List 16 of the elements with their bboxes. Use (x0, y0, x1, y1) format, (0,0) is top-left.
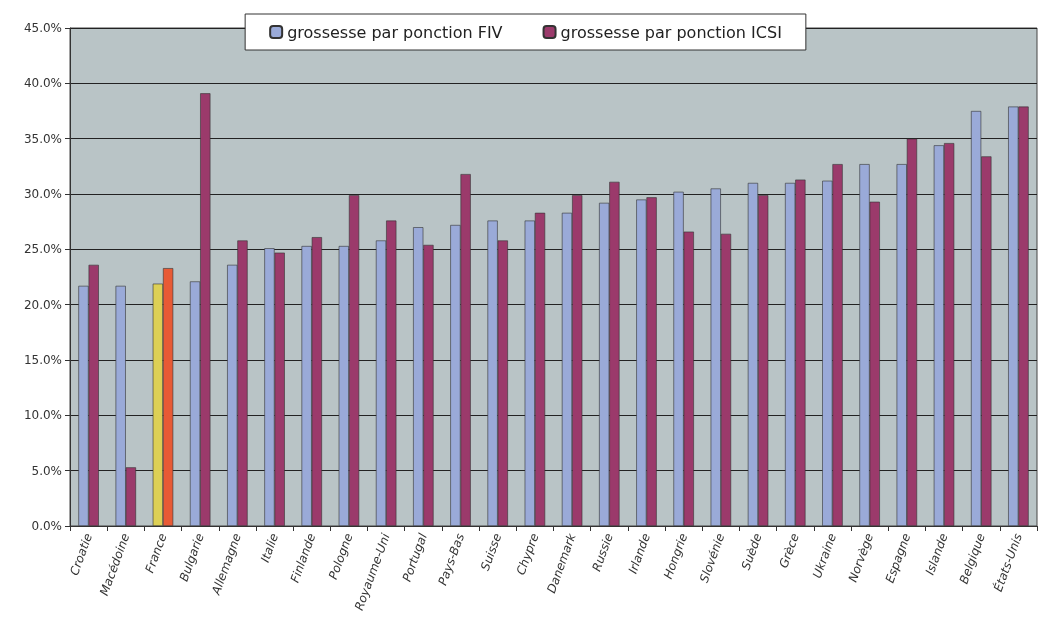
y-tick-label: 30.0% (23, 187, 62, 201)
y-tick-label: 20.0% (23, 297, 62, 312)
legend-label: grossesse par ponction ICSI (560, 22, 782, 42)
x-tick-label: Suède (738, 531, 765, 572)
y-tick-label: 0.0% (31, 519, 62, 533)
y-tick-label: 5.0% (31, 463, 62, 478)
y-tick-label: 40.0% (23, 76, 62, 91)
y-tick-label: 25.0% (23, 242, 62, 257)
legend-label: grossesse par ponction FIV (287, 22, 503, 42)
x-tick-label: Suisse (477, 531, 505, 573)
y-tick-label: 10.0% (23, 408, 62, 423)
y-tick-label: 35.0% (23, 131, 62, 146)
y-tick-label: 45.0% (23, 21, 62, 35)
x-tick-label: Italie (257, 531, 282, 565)
x-tick-label: Grèce (776, 531, 802, 570)
y-tick-label: 15.0% (23, 353, 62, 367)
